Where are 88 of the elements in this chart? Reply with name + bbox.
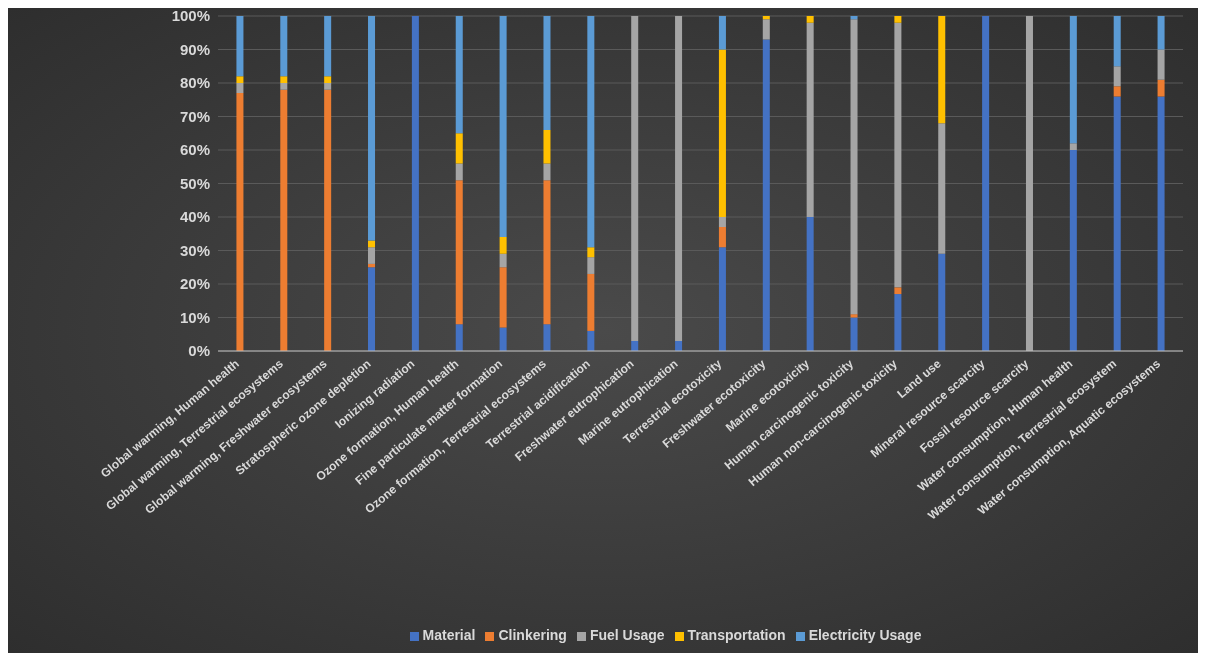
- bar: [982, 16, 990, 351]
- legend-label: Transportation: [687, 627, 786, 643]
- bar: [1069, 143, 1077, 150]
- bar: [499, 267, 507, 328]
- bar: [587, 247, 595, 258]
- y-tick-label: 90%: [179, 40, 210, 58]
- bar: [718, 16, 726, 50]
- bar: [894, 22, 902, 288]
- legend-label: Fuel Usage: [589, 627, 665, 643]
- y-tick-label: 100%: [171, 7, 210, 25]
- y-tick-label: 80%: [179, 74, 210, 92]
- y-tick-label: 60%: [179, 141, 210, 159]
- bar: [455, 133, 463, 164]
- bar: [236, 83, 244, 94]
- bar: [1157, 16, 1165, 50]
- bar: [280, 83, 288, 90]
- bar: [543, 180, 551, 325]
- bar: [543, 163, 551, 181]
- y-tick-label: 30%: [179, 241, 210, 259]
- bar: [543, 129, 551, 164]
- bar: [1025, 16, 1033, 351]
- bar: [1157, 49, 1165, 80]
- bar: [543, 324, 551, 351]
- bar: [587, 16, 595, 248]
- bar: [1069, 16, 1077, 144]
- bar: [806, 16, 814, 23]
- bar: [499, 327, 507, 351]
- bar: [938, 253, 946, 351]
- bar: [675, 16, 683, 341]
- bar: [368, 240, 376, 248]
- bar: [324, 89, 332, 351]
- bar: [368, 267, 376, 351]
- bar: [718, 227, 726, 248]
- bar: [236, 93, 244, 351]
- y-tick-label: 20%: [179, 275, 210, 293]
- bar: [850, 317, 858, 351]
- bar: [236, 76, 244, 83]
- bar: [850, 19, 858, 315]
- bar: [631, 16, 639, 341]
- bar: [1157, 96, 1165, 351]
- bar: [1157, 79, 1165, 97]
- bar: [894, 294, 902, 351]
- bar: [1113, 86, 1121, 97]
- bar: [587, 330, 595, 351]
- bar: [455, 180, 463, 325]
- bar: [280, 89, 288, 351]
- bar: [850, 314, 858, 318]
- bar: [806, 22, 814, 217]
- legend-label: Electricity Usage: [808, 627, 922, 643]
- y-tick-label: 10%: [179, 308, 210, 326]
- bar: [938, 16, 946, 124]
- bar: [587, 257, 595, 274]
- bar: [587, 273, 595, 331]
- bar: [894, 287, 902, 295]
- bar: [1113, 96, 1121, 351]
- legend-label: Material: [422, 627, 476, 643]
- bar: [455, 324, 463, 351]
- bar: [280, 76, 288, 83]
- bar: [455, 163, 463, 181]
- bar: [499, 253, 507, 268]
- bar: [368, 247, 376, 264]
- legend-label: Clinkering: [498, 627, 567, 643]
- bar: [499, 16, 507, 238]
- bar: [894, 16, 902, 23]
- bar: [1113, 16, 1121, 67]
- bar: [718, 49, 726, 217]
- y-tick-label: 40%: [179, 208, 210, 226]
- bar: [1069, 150, 1077, 351]
- bar: [236, 16, 244, 77]
- bar: [806, 217, 814, 351]
- bar: [762, 19, 770, 40]
- bar: [368, 16, 376, 241]
- bar: [324, 16, 332, 77]
- bar: [499, 237, 507, 254]
- bar: [1113, 66, 1121, 87]
- bar: [324, 76, 332, 83]
- y-tick-label: 0%: [188, 342, 210, 360]
- bar: [411, 16, 419, 351]
- bar: [543, 16, 551, 130]
- bar: [938, 123, 946, 254]
- bar: [455, 16, 463, 134]
- y-tick-label: 50%: [179, 174, 210, 192]
- bar: [718, 247, 726, 351]
- bar: [762, 39, 770, 351]
- bar: [718, 217, 726, 228]
- bar: [280, 16, 288, 77]
- bar: [324, 83, 332, 90]
- y-tick-label: 70%: [179, 107, 210, 125]
